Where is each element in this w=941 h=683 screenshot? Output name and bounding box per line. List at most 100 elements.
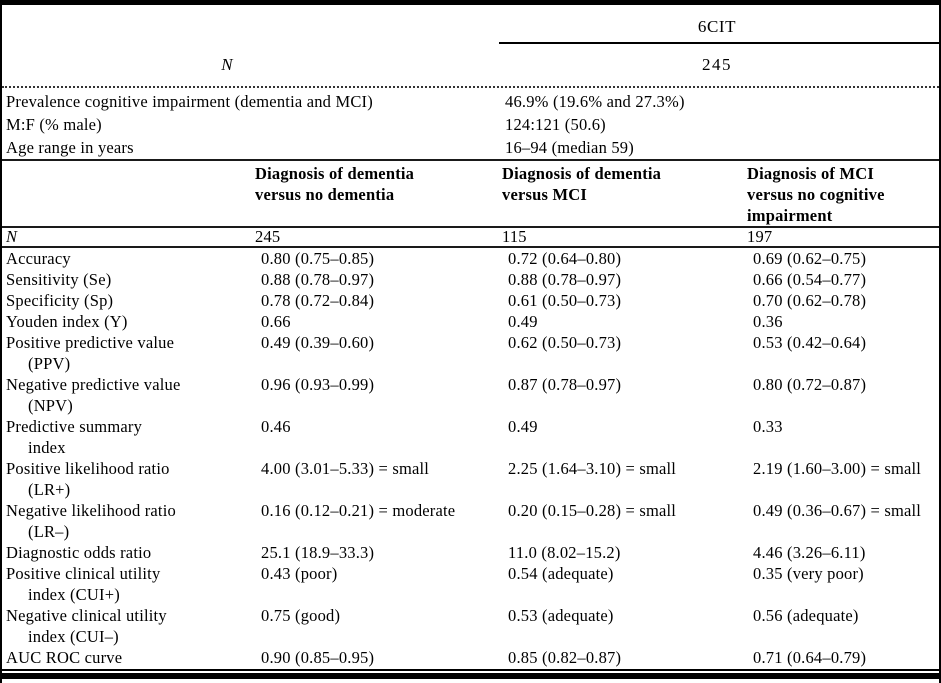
row-label: Accuracy	[6, 248, 255, 269]
cell-value: 0.33	[753, 417, 783, 436]
row-label: Predictive summary index	[6, 416, 255, 458]
row-label-line: Positive clinical utility	[6, 564, 161, 583]
row-label-line: Accuracy	[6, 249, 71, 268]
cell-value: 25.1 (18.9–33.3)	[261, 543, 375, 562]
row-label: Positive likelihood ratio (LR+)	[6, 458, 255, 500]
cell-value: 0.69 (0.62–0.75)	[753, 249, 867, 268]
row-label-line: Positive predictive value	[6, 333, 175, 352]
cell-value: 0.66 (0.54–0.77)	[753, 270, 867, 289]
cell-value: 0.78 (0.72–0.84)	[261, 291, 375, 310]
cell-value: 0.71 (0.64–0.79)	[753, 648, 867, 667]
table-row: Specificity (Sp) 0.78 (0.72–0.84) 0.61 (0.…	[2, 290, 939, 311]
cell-value: 0.75 (good)	[261, 606, 341, 625]
row-label-line: Youden index (Y)	[6, 312, 128, 331]
row-label-line: (NPV)	[28, 396, 73, 415]
cell-value: 0.88 (0.78–0.97)	[261, 270, 375, 289]
cell-value: 0.49 (0.39–0.60)	[261, 333, 375, 352]
row-label: Specificity (Sp)	[6, 290, 255, 311]
n-row: N 245 115 197	[2, 228, 939, 248]
cell-value: 0.49	[508, 312, 538, 331]
row-label-line: Diagnostic odds ratio	[6, 543, 152, 562]
cell-value: 197	[747, 227, 773, 246]
row-label: Negative predictive value (NPV)	[6, 374, 255, 416]
cell-value: 4.00 (3.01–5.33) = small	[261, 459, 430, 478]
cell-value: 2.19 (1.60–3.00) = small	[753, 459, 922, 478]
cell-value: 16–94 (median 59)	[505, 138, 634, 157]
column-header-line: Diagnosis of MCI	[747, 164, 874, 183]
n-total-value: 245	[702, 55, 732, 74]
row-label-line: Specificity (Sp)	[6, 291, 114, 310]
cell-value: 0.72 (0.64–0.80)	[508, 249, 622, 268]
cell-value: 0.53 (0.42–0.64)	[753, 333, 867, 352]
cell-value: 124:121 (50.6)	[505, 115, 606, 134]
demographics-section: Prevalence cognitive impairment (dementi…	[2, 88, 939, 161]
table-row: Negative clinical utility index (CUI–) 0.7…	[2, 605, 939, 647]
table-row: M:F (% male) 124:121 (50.6)	[2, 113, 939, 136]
bottom-rule	[2, 669, 939, 671]
cell-value: 0.49 (0.36–0.67) = small	[753, 501, 922, 520]
cell-value: 11.0 (8.02–15.2)	[508, 543, 621, 562]
row-label-line: Negative clinical utility	[6, 606, 167, 625]
column-header-line: versus no cognitive	[747, 185, 885, 204]
cell-value: 0.54 (adequate)	[508, 564, 614, 583]
row-label: Positive predictive value (PPV)	[6, 332, 255, 374]
cell-value: 2.25 (1.64–3.10) = small	[508, 459, 677, 478]
row-label: Prevalence cognitive impairment (dementi…	[6, 92, 373, 111]
cell-value: 0.43 (poor)	[261, 564, 338, 583]
table-row: Diagnostic odds ratio 25.1 (18.9–33.3) 11.…	[2, 542, 939, 563]
table-row: Predictive summary index 0.46 0.49 0.33	[2, 416, 939, 458]
table-row: Positive likelihood ratio (LR+) 4.00 (3.01…	[2, 458, 939, 500]
n-label: N	[221, 55, 233, 74]
cell-value: 46.9% (19.6% and 27.3%)	[505, 92, 685, 111]
row-label-line: index	[28, 438, 66, 457]
row-label: Sensitivity (Se)	[6, 269, 255, 290]
column-header-line: impairment	[747, 206, 833, 225]
column-header-row: Diagnosis of dementia versus no dementia D…	[2, 161, 939, 228]
table-row: Prevalence cognitive impairment (dementi…	[2, 90, 939, 113]
cell-value: 0.66	[261, 312, 291, 331]
row-label: Negative clinical utility index (CUI–)	[6, 605, 255, 647]
column-header: Diagnosis of MCI versus no cognitive impai…	[747, 163, 939, 226]
cell-value: 0.96 (0.93–0.99)	[261, 375, 375, 394]
column-header: Diagnosis of dementia versus no dementia	[255, 163, 502, 226]
cell-value: 0.61 (0.50–0.73)	[508, 291, 622, 310]
row-label: Youden index (Y)	[6, 311, 255, 332]
table-row: Accuracy 0.80 (0.75–0.85) 0.72 (0.64–0.80)…	[2, 248, 939, 269]
cell-value: 0.85 (0.82–0.87)	[508, 648, 622, 667]
group-header-6cit: 6CIT	[697, 17, 737, 36]
table-top-header: 6CIT N 245	[2, 5, 939, 88]
cell-value: 0.70 (0.62–0.78)	[753, 291, 867, 310]
row-label-line: Negative likelihood ratio	[6, 501, 176, 520]
cell-value: 0.62 (0.50–0.73)	[508, 333, 622, 352]
table-row: AUC ROC curve 0.90 (0.85–0.95) 0.85 (0.82–…	[2, 647, 939, 668]
cell-value: 4.46 (3.26–6.11)	[753, 543, 866, 562]
column-header-line: versus no dementia	[255, 185, 395, 204]
group-header-row: 6CIT	[2, 5, 939, 42]
cell-value: 0.80 (0.75–0.85)	[261, 249, 375, 268]
row-label: Negative likelihood ratio (LR–)	[6, 500, 255, 542]
cell-value: 115	[502, 227, 527, 246]
group-header-rule	[499, 42, 939, 44]
cell-value: 0.20 (0.15–0.28) = small	[508, 501, 677, 520]
row-label-line: index (CUI+)	[28, 585, 120, 604]
cell-value: 0.56 (adequate)	[753, 606, 859, 625]
cell-value: 0.35 (very poor)	[753, 564, 864, 583]
cell-value: 0.88 (0.78–0.97)	[508, 270, 622, 289]
row-label: N	[6, 227, 18, 246]
table-row: Negative predictive value (NPV) 0.96 (0.93…	[2, 374, 939, 416]
row-label-line: index (CUI–)	[28, 627, 119, 646]
row-label-line: (PPV)	[28, 354, 71, 373]
cell-value: 0.53 (adequate)	[508, 606, 614, 625]
bottom-bar	[2, 673, 939, 679]
row-label-line: Negative predictive value	[6, 375, 181, 394]
cell-value: 0.87 (0.78–0.97)	[508, 375, 622, 394]
cell-value: 0.90 (0.85–0.95)	[261, 648, 375, 667]
row-label: Age range in years	[6, 138, 134, 157]
table-row: Youden index (Y) 0.66 0.49 0.36	[2, 311, 939, 332]
table-row: Positive clinical utility index (CUI+) 0.4…	[2, 563, 939, 605]
group-n-row: N 245	[2, 44, 939, 86]
table-body: Accuracy 0.80 (0.75–0.85) 0.72 (0.64–0.80)…	[2, 248, 939, 668]
column-header: Diagnosis of dementia versus MCI	[502, 163, 747, 226]
row-label-line: AUC ROC curve	[6, 648, 123, 667]
column-header-line: Diagnosis of dementia	[255, 164, 415, 183]
